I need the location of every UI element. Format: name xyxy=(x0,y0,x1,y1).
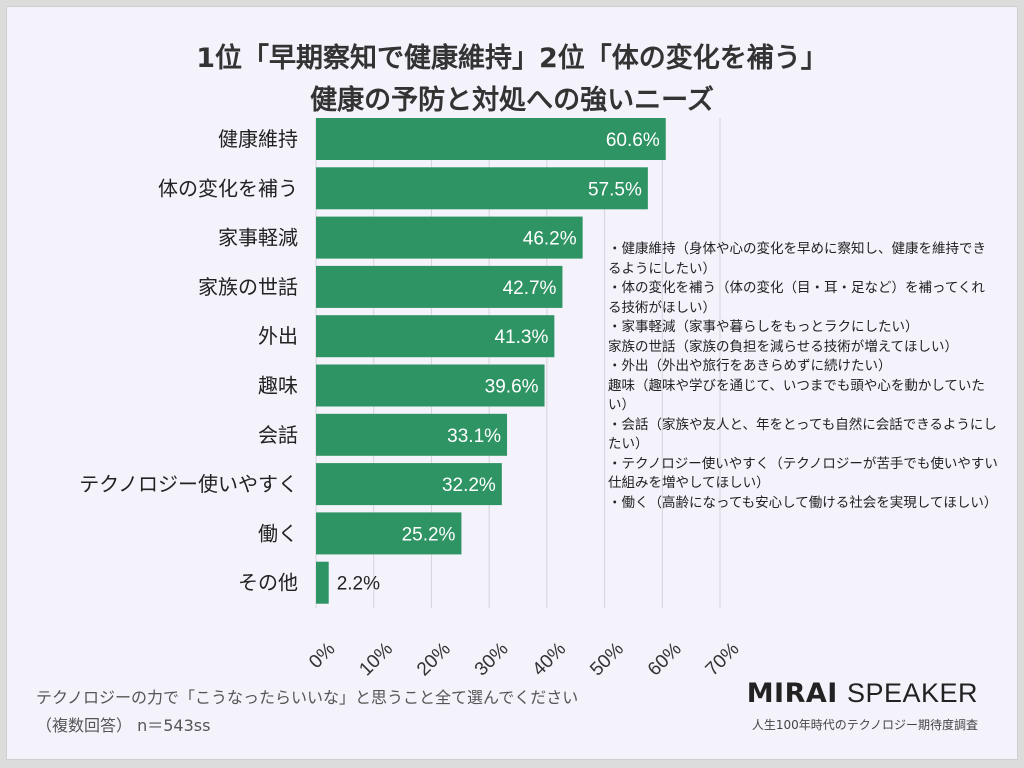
category-label: 健康維持 xyxy=(218,127,298,151)
category-label: 家族の世話 xyxy=(198,275,298,299)
x-tick-label: 30% xyxy=(471,639,513,681)
bar xyxy=(316,216,583,259)
category-label: 働く xyxy=(258,521,298,545)
chart-title: 1位「早期察知で健康維持」2位「体の変化を補う」 xyxy=(196,43,828,74)
category-label: テクノロジー使いやすく xyxy=(79,472,298,496)
brand-logo: MIRAI SPEAKER xyxy=(747,678,978,709)
chart-subtitle: 健康の予防と対処への強いニーズ xyxy=(310,85,714,116)
category-label: 家事軽減 xyxy=(218,226,298,250)
bar xyxy=(316,118,666,160)
data-label: 46.2% xyxy=(523,229,577,250)
bar xyxy=(316,413,508,456)
data-label: 41.3% xyxy=(494,327,548,348)
x-tick-label: 70% xyxy=(702,639,744,681)
category-notes: ・健康維持（身体や心の変化を早めに察知し、健康を維持できるようにしたい） ・体の… xyxy=(608,241,998,511)
data-label: 42.7% xyxy=(503,278,557,299)
x-tick-label: 40% xyxy=(529,639,571,681)
bar xyxy=(316,463,502,506)
category-label: 趣味 xyxy=(258,374,298,398)
bar xyxy=(316,364,545,407)
bar xyxy=(316,315,555,358)
data-label: 39.6% xyxy=(485,377,539,398)
bar xyxy=(316,167,648,210)
data-label: 25.2% xyxy=(402,524,456,545)
x-tick-label: 0% xyxy=(305,639,339,673)
data-label: 57.5% xyxy=(588,179,642,200)
bar xyxy=(316,561,329,604)
data-label: 32.2% xyxy=(442,475,496,496)
brand-light: SPEAKER xyxy=(846,678,978,708)
data-label: 33.1% xyxy=(447,426,501,447)
x-tick-label: 20% xyxy=(413,639,455,681)
category-label: 会話 xyxy=(258,423,298,447)
data-label: 60.6% xyxy=(606,130,660,151)
bar xyxy=(316,265,563,308)
category-label: 外出 xyxy=(258,324,298,348)
x-tick-label: 50% xyxy=(586,639,628,681)
x-tick-label: 60% xyxy=(644,639,686,681)
category-label: 体の変化を補う xyxy=(158,176,298,200)
x-tick-label: 10% xyxy=(355,639,397,681)
category-label: その他 xyxy=(238,571,298,595)
survey-name: 人生100年時代のテクノロジー期待度調査 xyxy=(751,718,978,732)
brand-bold: MIRAI xyxy=(746,678,838,709)
survey-question: テクノロジーの力で「こうなったらいいな」と思うこと全て選んでください xyxy=(36,688,579,707)
bar xyxy=(316,512,462,555)
sample-size: （複数回答） n＝543ss xyxy=(36,716,211,735)
data-label: 2.2% xyxy=(337,574,380,595)
